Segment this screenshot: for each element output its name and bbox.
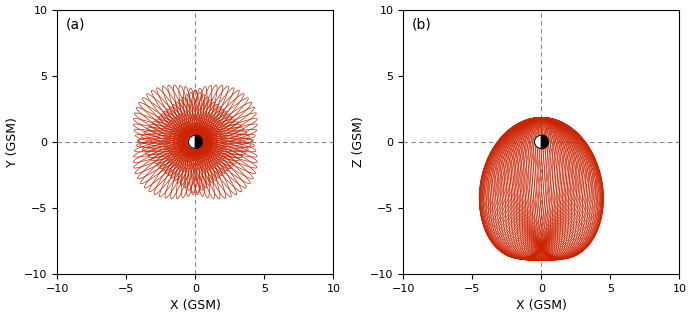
Wedge shape: [195, 135, 202, 149]
Wedge shape: [534, 135, 541, 149]
Text: (b): (b): [412, 17, 431, 31]
X-axis label: X (GSM): X (GSM): [170, 300, 221, 313]
Y-axis label: Z (GSM): Z (GSM): [352, 116, 365, 167]
Y-axis label: Y (GSM): Y (GSM): [6, 117, 19, 167]
Text: (a): (a): [66, 17, 85, 31]
Wedge shape: [188, 135, 195, 149]
X-axis label: X (GSM): X (GSM): [516, 300, 567, 313]
Wedge shape: [541, 135, 548, 149]
